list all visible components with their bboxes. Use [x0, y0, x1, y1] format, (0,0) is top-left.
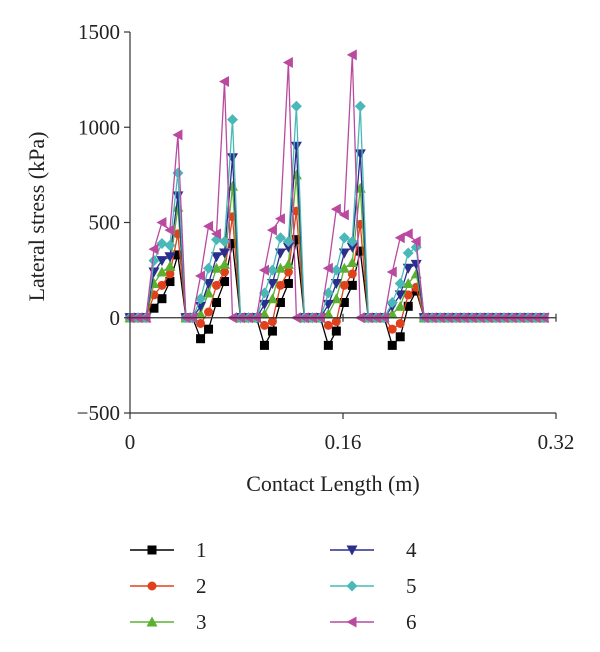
data-point	[332, 327, 341, 336]
data-point	[227, 114, 238, 125]
legend-marker	[347, 617, 357, 628]
data-point	[291, 101, 302, 112]
x-tick-label: 0.32	[538, 430, 575, 454]
legend-item-6: 6	[330, 610, 417, 634]
legend-label: 2	[196, 574, 207, 598]
x-axis-title: Contact Length (m)	[246, 471, 420, 496]
legend-item-1: 1	[130, 538, 207, 562]
data-point	[204, 308, 213, 317]
data-point	[284, 279, 293, 288]
y-axis-title: Lateral stress (kPa)	[24, 132, 49, 302]
data-point	[275, 213, 285, 224]
x-tick-label: 0.16	[325, 430, 362, 454]
legend-label: 6	[406, 610, 417, 634]
data-point	[172, 191, 183, 201]
legend-label: 3	[196, 610, 207, 634]
series-layer	[125, 49, 550, 350]
series-3	[125, 169, 550, 322]
data-point	[291, 142, 302, 152]
legend-marker	[148, 546, 157, 555]
legend-item-5: 5	[330, 574, 417, 598]
y-tick-label: 1500	[78, 20, 120, 44]
data-point	[396, 332, 405, 341]
data-point	[260, 341, 269, 350]
data-point	[348, 281, 357, 290]
data-point	[355, 101, 366, 112]
data-point	[196, 319, 205, 328]
x-tick-label: 0	[125, 430, 136, 454]
data-point	[204, 325, 213, 334]
legend-item-4: 4	[330, 538, 417, 562]
legend-label: 1	[196, 538, 207, 562]
axes: −50005001000150000.160.32Contact Length …	[24, 20, 574, 496]
data-point	[268, 327, 277, 336]
legend-item-3: 3	[130, 610, 207, 634]
legend: 1 2 3 4 5 6	[130, 538, 417, 634]
legend-marker	[148, 582, 157, 591]
data-point	[348, 269, 357, 278]
data-point	[387, 297, 398, 308]
legend-marker	[347, 581, 358, 592]
data-point	[196, 334, 205, 343]
data-point	[388, 325, 397, 334]
y-tick-label: 1000	[78, 115, 120, 139]
legend-label: 4	[406, 538, 417, 562]
y-tick-label: 500	[89, 211, 121, 235]
y-tick-label: 0	[110, 306, 121, 330]
data-point	[388, 341, 397, 350]
data-point	[156, 217, 166, 228]
chart: −50005001000150000.160.32Contact Length …	[0, 0, 600, 652]
data-point	[212, 298, 221, 307]
data-point	[347, 257, 358, 267]
data-point	[157, 281, 166, 290]
series-line-4	[130, 146, 544, 317]
data-point	[227, 153, 238, 163]
legend-item-2: 2	[130, 574, 207, 598]
series-1	[126, 235, 549, 350]
data-point	[355, 149, 366, 159]
data-point	[403, 247, 414, 258]
data-point	[324, 341, 333, 350]
y-tick-label: −500	[77, 401, 120, 425]
data-point	[157, 294, 166, 303]
data-point	[164, 261, 175, 271]
legend-label: 5	[406, 574, 417, 598]
data-point	[212, 281, 221, 290]
data-point	[396, 319, 405, 328]
